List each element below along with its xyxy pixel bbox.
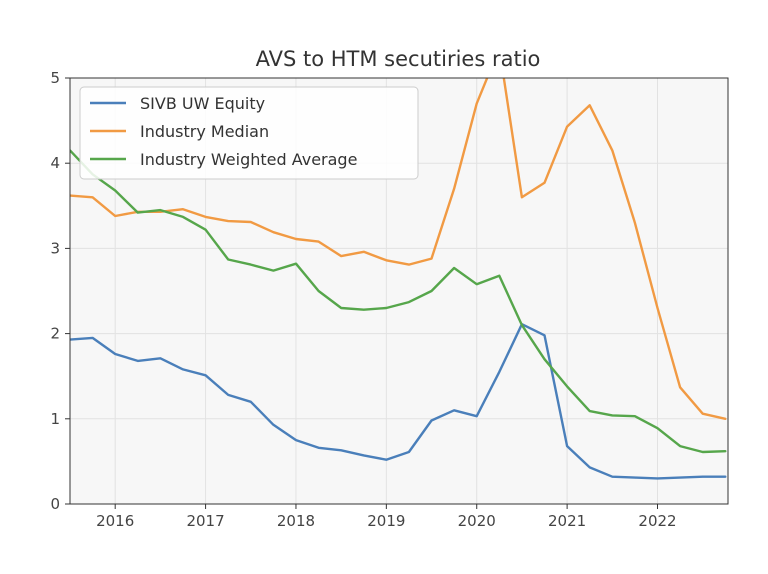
x-tick-label: 2022 — [638, 512, 676, 530]
series-line-0 — [70, 323, 727, 480]
y-tick-label: 0 — [50, 495, 60, 513]
x-tick-label: 2018 — [277, 512, 315, 530]
plot-frame — [69, 77, 729, 505]
y-tick-label: 3 — [50, 239, 60, 257]
axis-ticks: 2016 2017 2018 2019 2020 2021 2022 0 1 2 3 4 5 — [50, 69, 676, 530]
legend-label: Industry Median — [140, 122, 269, 141]
x-tick-label: 2020 — [458, 512, 496, 530]
x-tick-label: 2016 — [96, 512, 134, 530]
y-tick-label: 5 — [50, 69, 60, 87]
y-tick-label: 2 — [50, 325, 60, 343]
series-line-2 — [70, 149, 727, 454]
x-tick-label: 2017 — [186, 512, 224, 530]
x-tick-label: 2019 — [367, 512, 405, 530]
x-tick-label: 2021 — [548, 512, 586, 530]
y-tick-label: 1 — [50, 410, 60, 428]
series-lines — [70, 78, 727, 480]
legend-box — [79, 86, 419, 180]
legend-label: SIVB UW Equity — [140, 94, 265, 113]
legend-label: Industry Weighted Average — [140, 150, 357, 169]
chart-title: AVS to HTM secutiries ratio — [256, 47, 541, 71]
legend: SIVB UW Equity Industry Median Industry We… — [79, 86, 419, 180]
y-tick-label: 4 — [50, 154, 60, 172]
series-line-1 — [70, 78, 727, 420]
